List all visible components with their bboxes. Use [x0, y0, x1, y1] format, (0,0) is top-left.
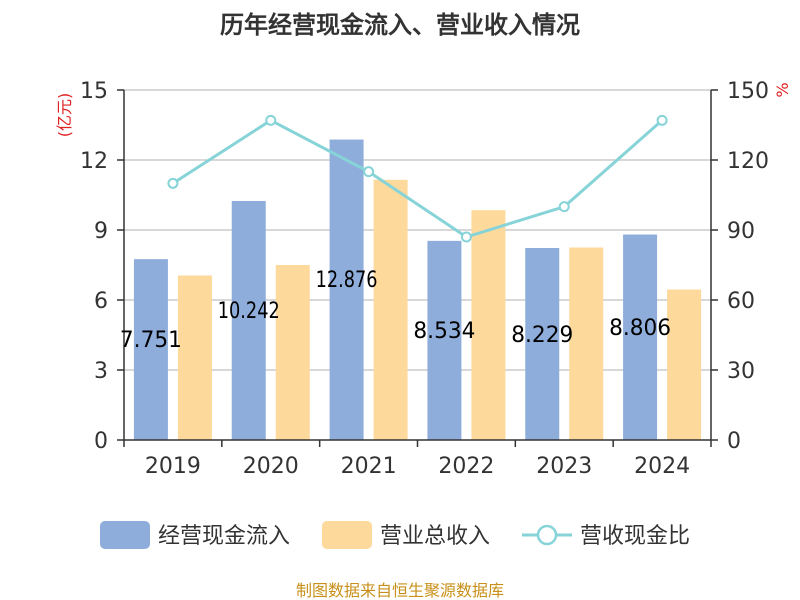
bar-revenue: [373, 179, 408, 441]
legend: 经营现金流入 营业总收入 营收现金比: [100, 521, 690, 549]
x-tick-label: 2023: [536, 454, 592, 479]
legend-marker: [536, 524, 558, 546]
right-tick-label: 90: [727, 219, 755, 244]
bar-cash-inflow: [427, 240, 462, 440]
ratio-point: [656, 114, 668, 126]
x-tick-label: 2021: [341, 454, 397, 479]
left-tick-label: 12: [80, 149, 108, 174]
ratio-point: [363, 166, 375, 178]
right-tick-label: 30: [727, 359, 755, 384]
bar-value-label: 10.242: [218, 299, 280, 324]
data-labels: 7.751 10.242 12.876 8.534 8.229 8.806: [120, 268, 671, 353]
right-tick-label: 0: [727, 429, 741, 454]
left-axis-unit: (亿元): [55, 93, 74, 138]
bar-value-label: 8.229: [511, 323, 573, 348]
ratio-point: [167, 177, 179, 189]
ratio-point: [265, 114, 277, 126]
right-tick-label: 120: [727, 149, 769, 174]
ratio-point: [558, 201, 570, 213]
bar-revenue: [177, 275, 212, 440]
right-tick-label: 150: [727, 79, 769, 104]
ratio-line-path: [172, 118, 664, 239]
left-tick-label: 3: [94, 359, 108, 384]
legend-swatch: [322, 521, 372, 549]
bar-value-label: 7.751: [120, 328, 182, 353]
legend-label: 营收现金比: [580, 524, 690, 549]
bar-revenue: [275, 265, 310, 440]
bar-revenue: [569, 247, 604, 440]
right-tick-label: 60: [727, 289, 755, 314]
left-tick-label: 0: [94, 429, 108, 454]
bar-cash-inflow: [133, 259, 168, 440]
bar-cash-inflow: [329, 139, 364, 440]
left-tick-label: 15: [80, 79, 108, 104]
legend-label: 营业总收入: [380, 524, 490, 549]
bar-value-label: 12.876: [316, 268, 378, 293]
left-tick-label: 6: [94, 289, 108, 314]
bar-cash-inflow: [623, 234, 658, 440]
bars: [133, 139, 702, 441]
legend-swatch: [100, 521, 150, 549]
bar-cash-inflow: [525, 247, 560, 440]
left-tick-label: 9: [94, 219, 108, 244]
legend-label: 经营现金流入: [158, 524, 290, 549]
ratio-line: [167, 114, 668, 243]
x-tick-label: 2024: [634, 454, 690, 479]
grid: [124, 89, 711, 371]
bar-cash-inflow: [231, 201, 266, 440]
bar-value-label: 8.534: [413, 319, 475, 344]
bar-value-label: 8.806: [609, 316, 671, 341]
x-tick-label: 2020: [243, 454, 299, 479]
right-axis-unit: %: [773, 82, 792, 97]
x-tick-label: 2022: [438, 454, 494, 479]
x-tick-label: 2019: [145, 454, 201, 479]
ratio-point: [460, 231, 472, 243]
bar-revenue: [471, 210, 506, 440]
source-note: 制图数据来自恒生聚源数据库: [296, 581, 504, 600]
bar-revenue: [667, 289, 702, 440]
chart-title: 历年经营现金流入、营业收入情况: [220, 11, 580, 39]
